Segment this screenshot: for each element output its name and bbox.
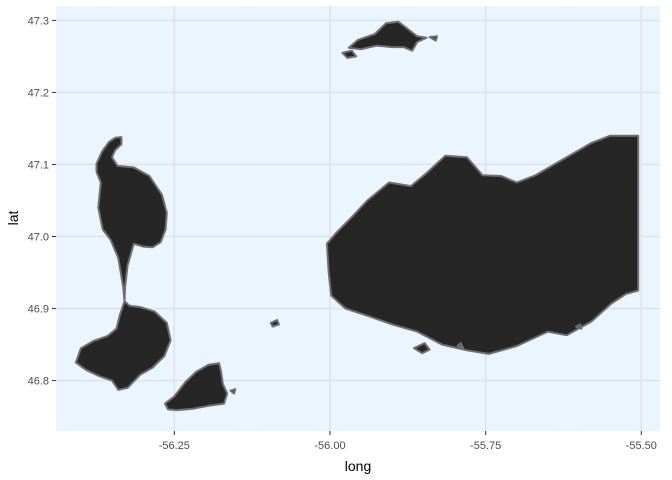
x-tick-label: -56.25 bbox=[159, 440, 190, 452]
islet-1 bbox=[269, 319, 280, 328]
landmasses bbox=[74, 20, 640, 412]
islet-6 bbox=[574, 323, 583, 330]
y-tick-label: 47.3 bbox=[28, 15, 49, 27]
islet-7 bbox=[229, 388, 237, 395]
islet-5 bbox=[428, 35, 439, 42]
y-tick-label: 47.0 bbox=[28, 232, 49, 244]
islet-3 bbox=[456, 342, 465, 350]
south-island bbox=[164, 362, 229, 412]
axis-ticks: -56.25 -56.00 -55.75 -55.50 46.8 46.9 47.0 47.1… bbox=[28, 15, 657, 452]
x-tick-label: -56.00 bbox=[314, 440, 345, 452]
y-tick-label: 46.9 bbox=[28, 304, 49, 316]
y-tick-label: 47.1 bbox=[28, 159, 49, 171]
x-axis-title: long bbox=[345, 458, 371, 474]
southwest-island bbox=[74, 300, 172, 391]
north-island bbox=[347, 20, 428, 52]
northwest-island bbox=[95, 136, 168, 303]
x-tick-label: -55.75 bbox=[470, 440, 501, 452]
islet-2 bbox=[413, 342, 431, 355]
y-tick-label: 46.8 bbox=[28, 376, 49, 388]
main-east-landmass bbox=[325, 134, 640, 355]
y-tick-label: 47.2 bbox=[28, 87, 49, 99]
y-axis-title: lat bbox=[5, 211, 21, 226]
islet-4 bbox=[341, 49, 358, 59]
x-tick-label: -55.50 bbox=[626, 440, 657, 452]
